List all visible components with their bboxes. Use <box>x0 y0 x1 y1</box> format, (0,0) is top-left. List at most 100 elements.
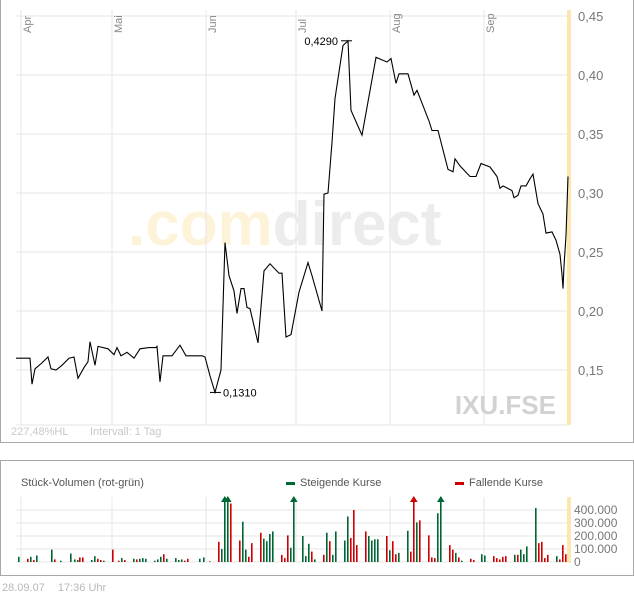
volume-bar <box>452 549 454 562</box>
volume-bar <box>30 556 32 562</box>
volume-y-tick: 300.000 <box>574 516 618 530</box>
volume-bar <box>224 501 226 562</box>
volume-bar <box>245 549 247 562</box>
volume-bar <box>565 554 567 562</box>
price-line <box>16 39 569 395</box>
volume-chart: Stück-Volumen (rot-grün) Steigende Kurse F… <box>16 477 618 569</box>
overflow-arrow-icon <box>290 496 298 502</box>
volume-bar <box>493 556 495 562</box>
volume-bar <box>356 545 358 562</box>
volume-bar <box>461 560 463 562</box>
volume-bar <box>419 520 421 562</box>
volume-bar <box>145 558 147 562</box>
volume-bar <box>547 554 549 562</box>
volume-bar <box>335 531 337 562</box>
volume-chart-panel: Stück-Volumen (rot-grün) Steigende Kurse F… <box>0 460 634 576</box>
current-range-bar <box>567 497 571 563</box>
volume-bar <box>51 549 53 562</box>
volume-bar <box>91 560 93 562</box>
volume-bar <box>431 557 433 562</box>
volume-title: Stück-Volumen (rot-grün) <box>21 477 144 489</box>
volume-bar <box>94 556 96 562</box>
volume-bar <box>230 503 232 562</box>
volume-bar <box>347 516 349 562</box>
volume-bar <box>535 508 537 562</box>
volume-y-tick: 200.000 <box>574 529 618 543</box>
overflow-arrow-icon <box>224 496 232 502</box>
volume-bar <box>458 557 460 562</box>
y-tick-label: 0,25 <box>578 245 603 260</box>
max-annotation: 0,4290 <box>304 36 338 48</box>
volume-bar <box>332 554 334 562</box>
volume-bar <box>142 558 144 562</box>
volume-bar <box>350 537 352 562</box>
volume-bar <box>505 556 507 562</box>
volume-bar <box>437 513 439 562</box>
volume-bar <box>70 553 72 562</box>
volume-bar <box>203 557 205 562</box>
volume-bar <box>260 532 262 562</box>
volume-bar <box>79 557 81 562</box>
volume-bar <box>514 554 516 562</box>
volume-bar <box>100 560 102 562</box>
interval-label: Intervall: 1 Tag <box>90 426 161 438</box>
y-tick-label: 0,40 <box>578 68 603 83</box>
volume-y-tick: 100.000 <box>574 542 618 556</box>
volume-bar <box>499 559 501 562</box>
volume-bar <box>77 560 79 562</box>
y-tick-label: 0,15 <box>578 363 603 378</box>
volume-bar <box>326 532 328 562</box>
legend-rising-label: Steigende Kurse <box>300 477 381 489</box>
volume-bar <box>248 556 250 562</box>
x-month-label: Mai <box>113 15 125 33</box>
volume-bar <box>199 558 201 562</box>
volume-bar <box>118 560 120 562</box>
volume-bar <box>209 561 211 562</box>
x-month-label: Apr <box>22 16 34 33</box>
min-annotation: 0,1310 <box>223 387 257 399</box>
volume-bar <box>157 559 159 562</box>
volume-bar <box>18 556 20 562</box>
comdirect-watermark: .comdirect <box>128 190 442 259</box>
volume-bar <box>266 541 268 562</box>
volume-bar <box>305 556 307 562</box>
volume-bar <box>139 558 141 562</box>
volume-bar <box>329 541 331 562</box>
volume-bar <box>272 531 274 562</box>
volume-bar <box>544 558 546 562</box>
volume-bar <box>407 530 409 562</box>
x-month-label: Aug <box>391 13 403 33</box>
volume-y-tick: 0 <box>574 555 581 569</box>
volume-bar <box>377 539 379 562</box>
timestamp-footer: 28.09.07 17:36 Uhr <box>2 582 116 594</box>
volume-bar <box>60 560 62 562</box>
volume-bar <box>181 559 183 562</box>
overflow-arrow-icon <box>410 496 418 502</box>
volume-bar <box>136 559 138 562</box>
legend-rising-swatch <box>286 482 295 485</box>
volume-bar <box>386 536 388 562</box>
volume-bar <box>395 554 397 562</box>
volume-bar <box>484 555 486 562</box>
volume-bar <box>184 560 186 562</box>
volume-bar <box>323 554 325 562</box>
volume-bar <box>187 558 189 562</box>
volume-bar <box>416 522 418 562</box>
volume-bar <box>239 540 241 562</box>
volume-bar <box>556 556 558 562</box>
volume-bar <box>242 521 244 562</box>
price-chart-panel: .comdirect 0,45 0,40 0,35 0,30 0,25 0,20 0,15 Ap… <box>0 0 634 443</box>
footer-date: 28.09.07 <box>2 582 45 594</box>
volume-bar <box>308 543 310 562</box>
volume-bar <box>365 531 367 562</box>
y-tick-label: 0,30 <box>578 186 603 201</box>
current-range-bar <box>567 10 571 425</box>
volume-bar <box>293 501 295 562</box>
legend-falling-swatch <box>455 482 464 485</box>
volume-bar <box>33 560 35 562</box>
volume-bar <box>160 556 162 562</box>
volume-bar <box>371 540 373 562</box>
volume-bar <box>413 501 415 562</box>
volume-bar <box>121 558 123 562</box>
volume-bar <box>496 558 498 562</box>
